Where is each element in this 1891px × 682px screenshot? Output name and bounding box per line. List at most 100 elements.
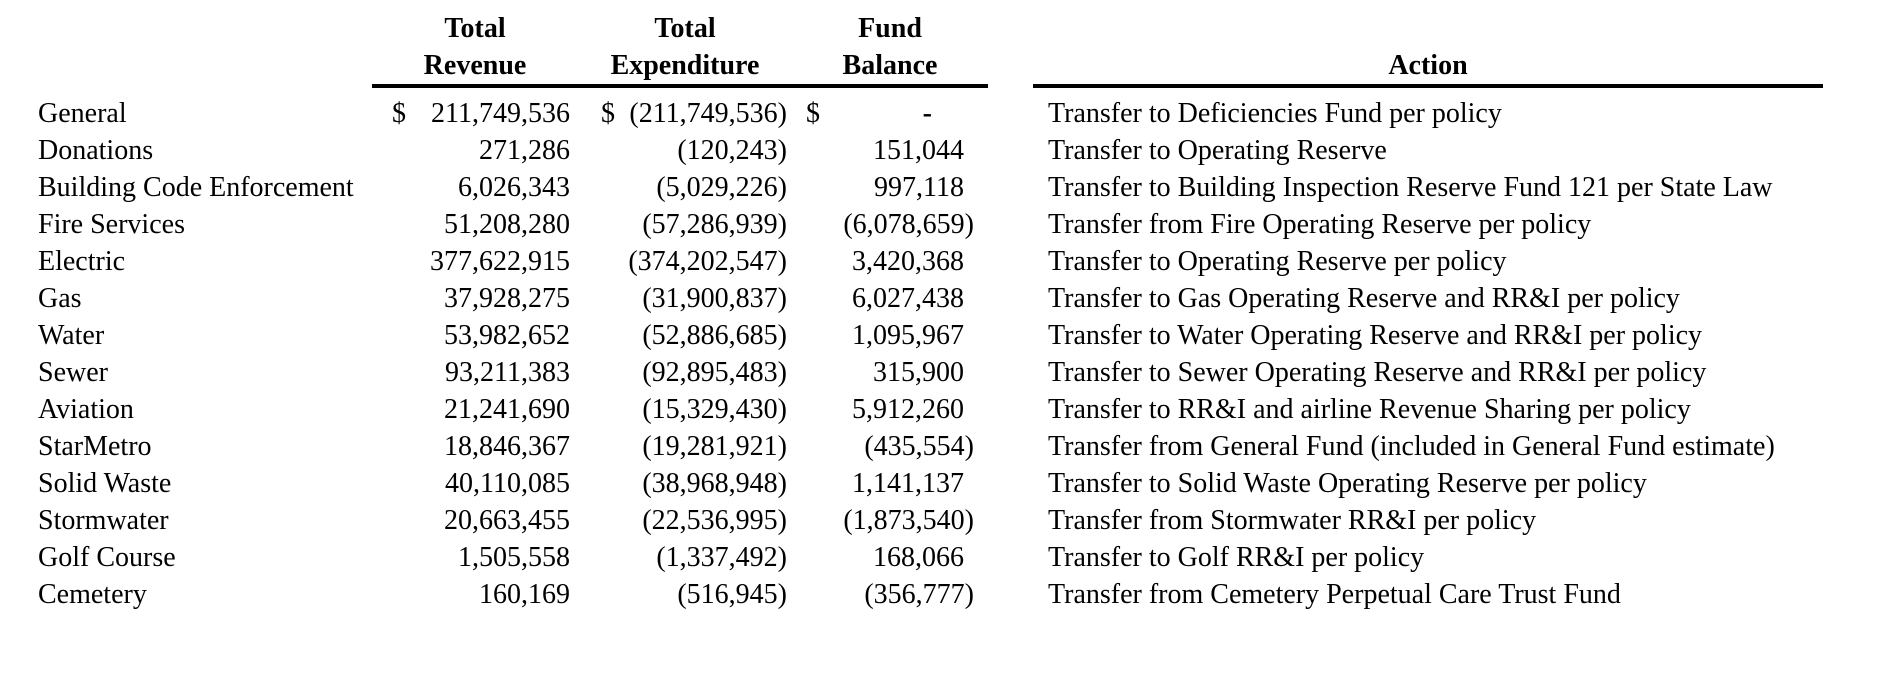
action-text: Transfer from Stormwater RR&I per policy bbox=[1048, 505, 1537, 536]
total-revenue-cell: $ 271,286 bbox=[372, 132, 578, 169]
fund-balance-value: 1,141,137 bbox=[852, 468, 964, 499]
table-header-row: Total Revenue Total Expenditure Fund Bal… bbox=[0, 10, 1891, 88]
total-expenditure-value: (92,895,483) bbox=[642, 357, 787, 388]
fund-balance-cell: $ - bbox=[792, 95, 988, 132]
column-gap bbox=[988, 465, 1033, 502]
table-row: Cemetery $ 160,169 $ (516,945) $ (356,77… bbox=[0, 576, 1891, 613]
total-expenditure-cell: $ (1,337,492) bbox=[578, 539, 792, 576]
fund-balance-cell: $ 3,420,368 bbox=[792, 243, 988, 280]
total-revenue-cell: $ 6,026,343 bbox=[372, 169, 578, 206]
total-revenue-value: 377,622,915 bbox=[430, 246, 570, 277]
fund-name: Water bbox=[38, 320, 105, 351]
total-revenue-value: 18,846,367 bbox=[444, 431, 570, 462]
column-header-action: Action bbox=[1033, 10, 1823, 88]
total-expenditure-value: (15,329,430) bbox=[642, 394, 787, 425]
total-expenditure-value: (52,886,685) bbox=[642, 320, 787, 351]
total-expenditure-value: (38,968,948) bbox=[642, 468, 787, 499]
total-revenue-cell: $ 1,505,558 bbox=[372, 539, 578, 576]
column-gap bbox=[988, 169, 1033, 206]
fund-balance-cell: $ 151,044 bbox=[792, 132, 988, 169]
action-text: Transfer to Operating Reserve bbox=[1048, 135, 1387, 166]
total-expenditure-cell: $ (120,243) bbox=[578, 132, 792, 169]
total-revenue-cell: $ 40,110,085 bbox=[372, 465, 578, 502]
fund-balance-cell: $ 1,141,137 bbox=[792, 465, 988, 502]
fund-balance-cell: $ 6,027,438 bbox=[792, 280, 988, 317]
total-revenue-value: 21,241,690 bbox=[444, 394, 570, 425]
fund-balance-value: 151,044 bbox=[873, 135, 964, 166]
table-row: General $ 211,749,536 $ (211,749,536) $ … bbox=[0, 95, 1891, 132]
fund-name: Donations bbox=[38, 135, 154, 166]
column-gap bbox=[988, 10, 1033, 88]
total-revenue-cell: $ 51,208,280 bbox=[372, 206, 578, 243]
column-gap bbox=[988, 354, 1033, 391]
header-line: Total bbox=[654, 13, 716, 44]
total-revenue-cell: $ 37,928,275 bbox=[372, 280, 578, 317]
table-row: Donations $ 271,286 $ (120,243) $ 151,04… bbox=[0, 132, 1891, 169]
total-revenue-value: 160,169 bbox=[479, 579, 570, 610]
fund-balance-value: 997,118 bbox=[874, 172, 964, 203]
action-text: Transfer to Deficiencies Fund per policy bbox=[1048, 98, 1502, 129]
fund-name: Building Code Enforcement bbox=[38, 172, 354, 203]
action-text: Transfer to Sewer Operating Reserve and … bbox=[1048, 357, 1707, 388]
fund-balance-cell: $ 5,912,260 bbox=[792, 391, 988, 428]
table-row: StarMetro $ 18,846,367 $ (19,281,921) $ … bbox=[0, 428, 1891, 465]
action-text: Transfer to Water Operating Reserve and … bbox=[1048, 320, 1703, 351]
fund-balance-value: 1,095,967 bbox=[852, 320, 964, 351]
column-gap bbox=[988, 280, 1033, 317]
total-revenue-cell: $ 21,241,690 bbox=[372, 391, 578, 428]
total-revenue-cell: $ 93,211,383 bbox=[372, 354, 578, 391]
fund-balance-value: 3,420,368 bbox=[852, 246, 964, 277]
action-text: Transfer to Operating Reserve per policy bbox=[1048, 246, 1507, 277]
total-revenue-cell: $ 18,846,367 bbox=[372, 428, 578, 465]
column-gap bbox=[988, 391, 1033, 428]
header-line: Balance bbox=[842, 50, 938, 81]
total-expenditure-value: (22,536,995) bbox=[642, 505, 787, 536]
action-text: Transfer to Solid Waste Operating Reserv… bbox=[1048, 468, 1647, 499]
total-expenditure-cell: $ (92,895,483) bbox=[578, 354, 792, 391]
total-expenditure-value: (211,749,536) bbox=[629, 98, 787, 129]
fund-balance-cell: $ (6,078,659) bbox=[792, 206, 988, 243]
total-revenue-value: 211,749,536 bbox=[431, 98, 570, 129]
action-text: Transfer from Fire Operating Reserve per… bbox=[1048, 209, 1592, 240]
total-expenditure-value: (374,202,547) bbox=[628, 246, 787, 277]
fund-name: Cemetery bbox=[38, 579, 147, 610]
total-revenue-value: 51,208,280 bbox=[444, 209, 570, 240]
total-expenditure-cell: $ (22,536,995) bbox=[578, 502, 792, 539]
column-gap bbox=[988, 206, 1033, 243]
total-expenditure-value: (57,286,939) bbox=[642, 209, 787, 240]
fund-balance-value: 168,066 bbox=[873, 542, 964, 573]
numeric-headers-group: Total Revenue Total Expenditure Fund Bal… bbox=[372, 10, 988, 88]
column-gap bbox=[988, 132, 1033, 169]
action-text: Transfer from Cemetery Perpetual Care Tr… bbox=[1048, 579, 1621, 610]
total-revenue-cell: $ 377,622,915 bbox=[372, 243, 578, 280]
fund-balance-cell: $ 997,118 bbox=[792, 169, 988, 206]
action-text: Transfer to Gas Operating Reserve and RR… bbox=[1048, 283, 1680, 314]
table-row: Solid Waste $ 40,110,085 $ (38,968,948) … bbox=[0, 465, 1891, 502]
fund-balance-value: 5,912,260 bbox=[852, 394, 964, 425]
total-expenditure-cell: $ (5,029,226) bbox=[578, 169, 792, 206]
column-header-total-expenditure: Total Expenditure bbox=[578, 10, 792, 84]
total-expenditure-cell: $ (19,281,921) bbox=[578, 428, 792, 465]
total-revenue-cell: $ 20,663,455 bbox=[372, 502, 578, 539]
fund-name: Sewer bbox=[38, 357, 108, 388]
dollar-sign: $ bbox=[392, 98, 406, 129]
total-revenue-value: 93,211,383 bbox=[445, 357, 570, 388]
total-expenditure-value: (31,900,837) bbox=[642, 283, 787, 314]
total-expenditure-value: (19,281,921) bbox=[642, 431, 787, 462]
column-gap bbox=[988, 502, 1033, 539]
fund-name: Golf Course bbox=[38, 542, 176, 573]
total-expenditure-cell: $ (516,945) bbox=[578, 576, 792, 613]
fund-balance-cell: $ 168,066 bbox=[792, 539, 988, 576]
column-header-total-revenue: Total Revenue bbox=[372, 10, 578, 84]
dollar-sign: $ bbox=[806, 98, 820, 129]
fund-name: Gas bbox=[38, 283, 82, 314]
total-expenditure-cell: $ (374,202,547) bbox=[578, 243, 792, 280]
column-gap bbox=[988, 428, 1033, 465]
column-gap bbox=[988, 539, 1033, 576]
column-gap bbox=[988, 243, 1033, 280]
table-row: Sewer $ 93,211,383 $ (92,895,483) $ 315,… bbox=[0, 354, 1891, 391]
fund-name: Electric bbox=[38, 246, 126, 277]
fund-balance-value: (356,777) bbox=[864, 579, 974, 610]
header-line: Action bbox=[1388, 50, 1468, 81]
total-expenditure-cell: $ (15,329,430) bbox=[578, 391, 792, 428]
